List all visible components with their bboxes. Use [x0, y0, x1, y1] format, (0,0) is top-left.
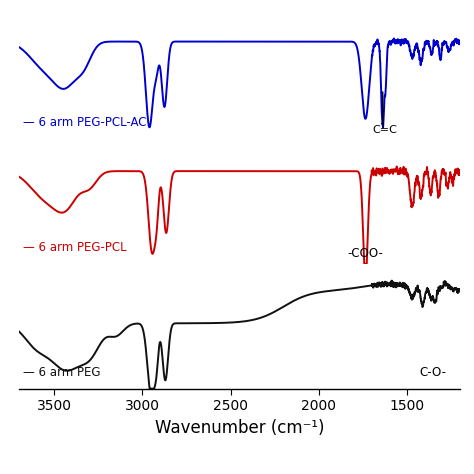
Text: C-O-: C-O- [419, 366, 447, 379]
Text: — 6 arm PEG-PCL-AC: — 6 arm PEG-PCL-AC [23, 116, 147, 129]
Text: — 6 arm PEG: — 6 arm PEG [23, 366, 101, 379]
Text: -COO-: -COO- [347, 247, 383, 260]
Text: C=C: C=C [372, 126, 397, 136]
Text: — 6 arm PEG-PCL: — 6 arm PEG-PCL [23, 241, 127, 254]
X-axis label: Wavenumber (cm⁻¹): Wavenumber (cm⁻¹) [155, 419, 324, 437]
